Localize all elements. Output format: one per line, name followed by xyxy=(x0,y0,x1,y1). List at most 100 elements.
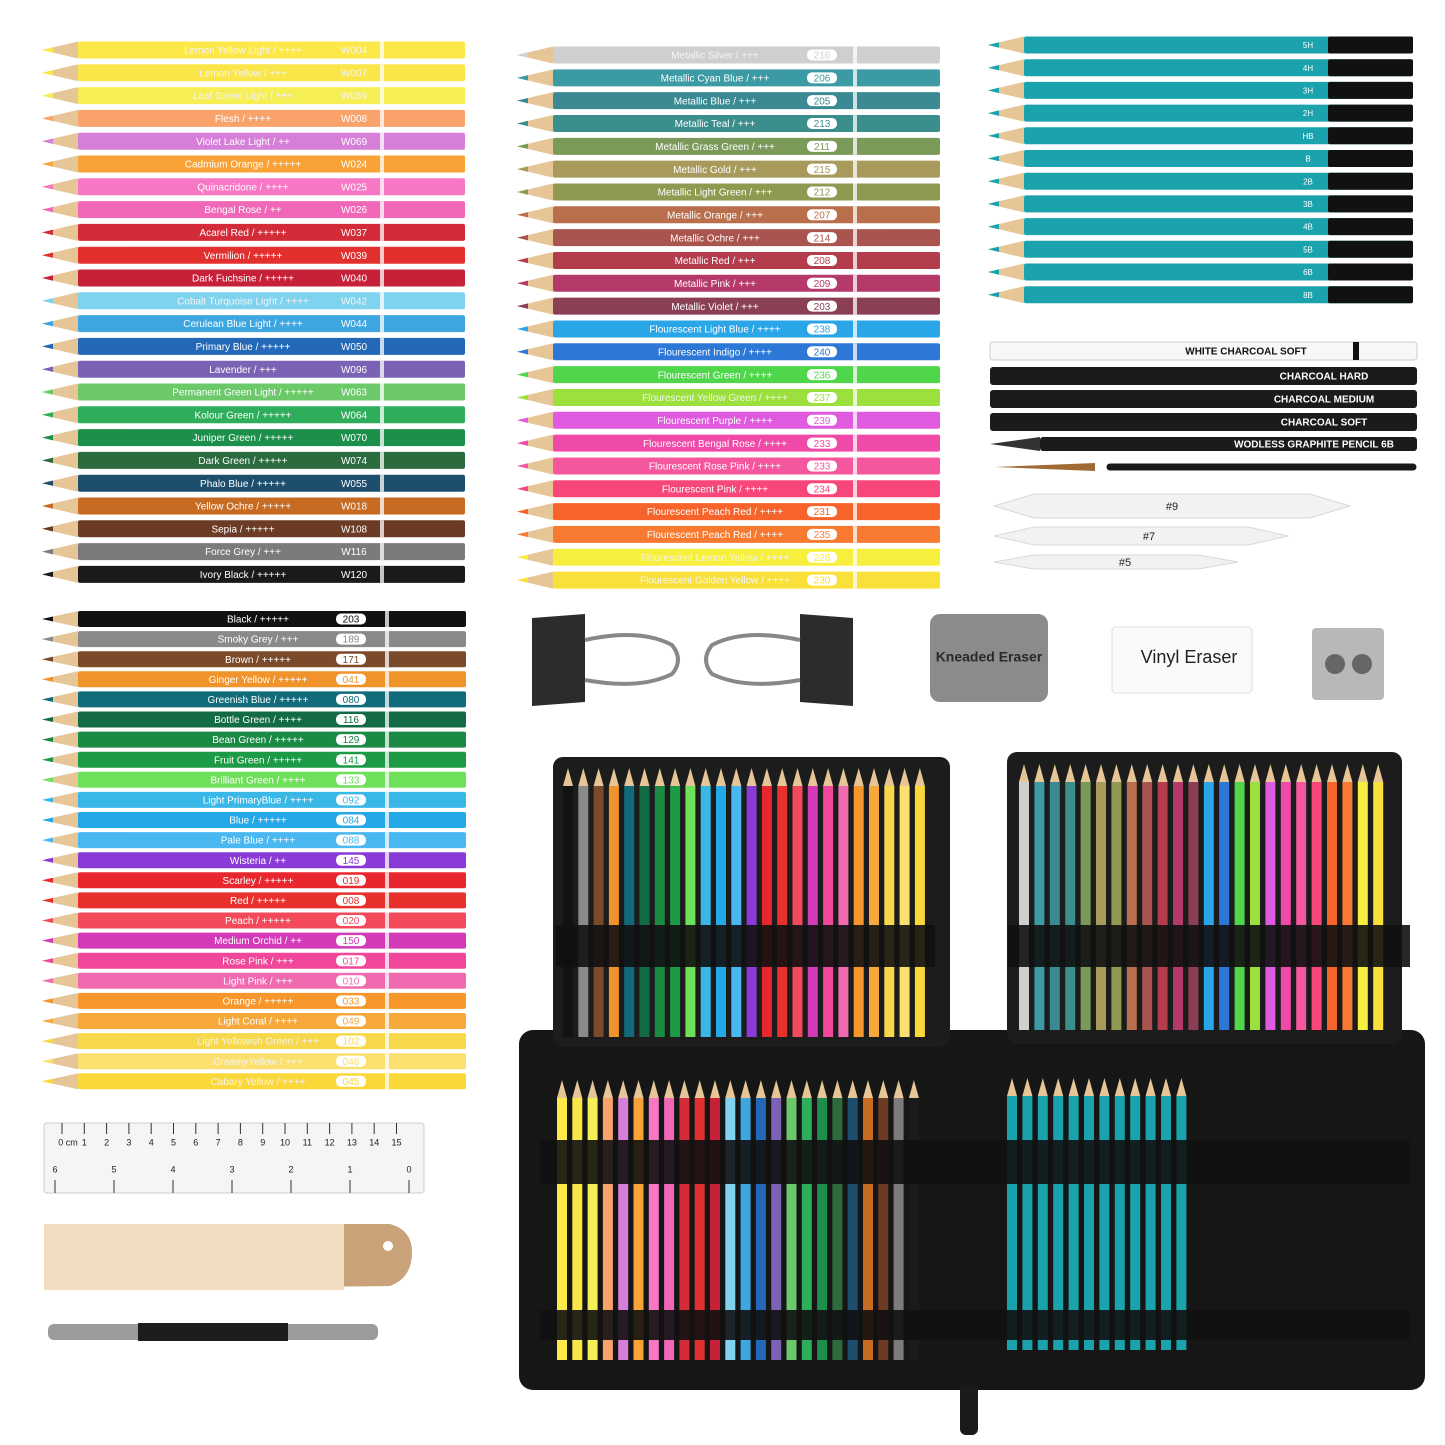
pencil-wood xyxy=(517,320,553,338)
code-pill xyxy=(336,995,366,1007)
case-pencil-tip xyxy=(1007,1078,1017,1096)
pencil-ring xyxy=(853,343,857,361)
pencil-cap xyxy=(1328,286,1413,304)
case-pencil xyxy=(1157,782,1168,1030)
pencil-cap xyxy=(1328,127,1413,145)
case-pencil-tip xyxy=(593,768,604,786)
case-pencil xyxy=(1342,782,1353,1030)
pencil-body xyxy=(1024,240,1413,258)
pencil-label: Flourescent Purple / ++++ xyxy=(657,416,773,427)
pencil-wood xyxy=(42,497,78,515)
pencil-lead xyxy=(517,97,528,104)
pencil-body xyxy=(78,912,466,929)
case-pencil xyxy=(1311,782,1322,1030)
pencil-lead xyxy=(42,737,53,743)
pencil-ring xyxy=(385,1013,389,1029)
stump-label: #7 xyxy=(1143,531,1155,543)
pencil-body xyxy=(78,611,466,627)
case-pencil-tip xyxy=(817,1080,828,1098)
charcoal-label: WHITE CHARCOAL SOFT xyxy=(1185,347,1306,358)
pencil-wood xyxy=(517,206,553,224)
case-pencil xyxy=(1084,1096,1094,1350)
pencil-body xyxy=(553,320,940,338)
pencil-label: Kolour Green / +++++ xyxy=(194,410,291,421)
pencil-label: Metallic Ochre / +++ xyxy=(670,233,760,244)
pencil-wood xyxy=(517,251,553,269)
pencil-label: Scarley / +++++ xyxy=(223,876,294,887)
pencil-label: Cobalt Turquoise Light / ++++ xyxy=(177,296,309,307)
case-pencil-tip xyxy=(755,1080,766,1098)
pencil-ring xyxy=(380,246,384,264)
case-pencil xyxy=(664,1098,675,1360)
pencil-ring xyxy=(853,251,857,269)
pencil-code: 141 xyxy=(343,755,360,766)
pencil-label: 5H xyxy=(1303,41,1313,50)
pencil-body xyxy=(78,872,466,889)
pencil-body xyxy=(553,343,940,361)
pencil-wood xyxy=(42,711,78,728)
pencil-label: Cabary Yellow / ++++ xyxy=(210,1077,305,1088)
pencil-code: 019 xyxy=(343,876,360,887)
pencil-ring xyxy=(385,872,389,889)
pencil-ring xyxy=(853,137,857,155)
pencil-code: W037 xyxy=(341,228,368,239)
code-pill xyxy=(336,693,366,705)
case-pencil-tip xyxy=(1114,1078,1125,1096)
case-pencil xyxy=(1022,1096,1033,1350)
pencil-ring xyxy=(853,320,857,338)
case-pencil-tip xyxy=(1373,764,1384,782)
pencil-wood xyxy=(517,137,553,155)
case-pencil-tip xyxy=(1068,1078,1079,1096)
pencil-body xyxy=(553,411,940,429)
pencil-wood xyxy=(988,104,1024,122)
case-pencil-tip xyxy=(557,1080,567,1098)
code-pill xyxy=(336,955,366,967)
pencil-ring xyxy=(380,406,384,424)
charcoal-label: CHARCOAL MEDIUM xyxy=(1274,395,1374,406)
pencil-code: W116 xyxy=(341,547,367,558)
pencil-wood xyxy=(42,1033,78,1050)
code-pill xyxy=(336,633,366,645)
case-pencil-tip xyxy=(670,768,681,786)
pencil-case xyxy=(519,752,1425,1435)
pencil-wood xyxy=(42,952,78,969)
pencil-wood xyxy=(42,1053,78,1070)
pencil-body xyxy=(78,691,466,708)
pencil-cap xyxy=(1328,104,1413,122)
pencil-cap xyxy=(1328,263,1413,281)
pencil-body xyxy=(78,1013,466,1029)
code-pill xyxy=(807,391,837,403)
pencil-wood xyxy=(42,751,78,768)
pencil-wood xyxy=(42,972,78,989)
pencil-label: Flourescent Rose Pink / ++++ xyxy=(649,462,781,473)
pencil-label: Metallic Silver / +++ xyxy=(671,51,759,62)
pencil-ring xyxy=(385,1053,389,1070)
pencil-ring xyxy=(385,852,389,869)
code-pill xyxy=(336,1075,366,1087)
case-pencil xyxy=(914,786,925,1037)
pencil-code: 133 xyxy=(343,775,360,786)
case-pencil xyxy=(1250,782,1260,1030)
pencil-cap xyxy=(1328,218,1413,236)
pencil-body xyxy=(1024,172,1413,190)
pencil-wood xyxy=(988,172,1024,190)
case-pencil xyxy=(863,1098,873,1360)
case-pencil xyxy=(731,786,742,1037)
pencil-wood xyxy=(42,671,78,688)
pencil-lead xyxy=(517,75,528,81)
pencil-code: 010 xyxy=(343,976,360,987)
pencil-label: Light Yellowish Green / +++ xyxy=(197,1037,319,1048)
pencil-label: Permanent Green Light / +++++ xyxy=(172,388,314,399)
code-pill xyxy=(807,95,837,107)
case-pencil-tip xyxy=(1034,764,1045,782)
case-pencil xyxy=(1265,782,1276,1030)
pencil-lead xyxy=(42,1038,53,1044)
pencil-code: 049 xyxy=(343,1017,360,1028)
pencil-wood xyxy=(42,651,78,668)
pencil-body xyxy=(78,246,465,264)
pencil-lead xyxy=(988,155,999,162)
pencil-code: 207 xyxy=(814,210,831,221)
pencil-wood xyxy=(42,406,78,424)
pencil-wood xyxy=(42,178,78,196)
pencil-ring xyxy=(853,229,857,247)
